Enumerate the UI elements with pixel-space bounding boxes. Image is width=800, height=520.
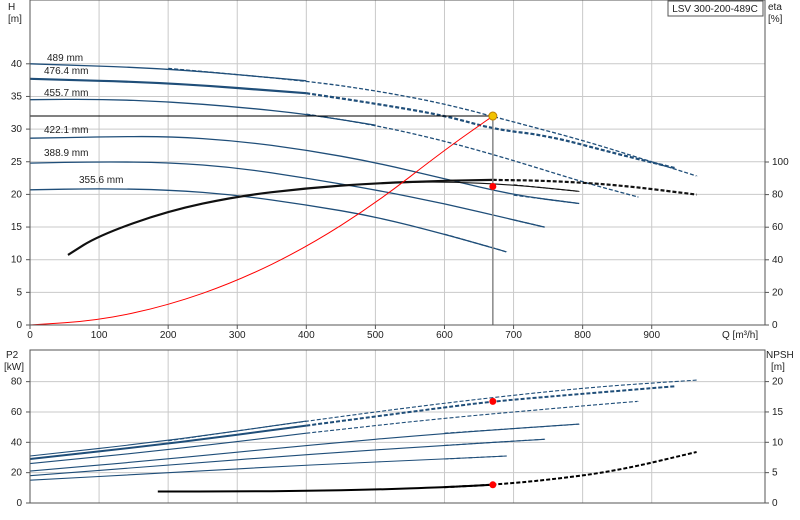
label-layer: 0 100 200 300 400 500 600 700 800 900051015202530… [11,53,789,509]
head-curve-2 [29,98,377,126]
eta-axis-unit: [%] [768,14,783,25]
h-tick-label: 5 [16,287,22,298]
eta-tick-label: 20 [772,287,784,298]
p2-axis-unit: [kW] [4,362,24,373]
power-curve-4-dashed [444,438,546,446]
npsh-tick-label: 20 [772,377,784,388]
p2-tick-label: 40 [11,437,23,448]
npsh-axis-label: NPSH [766,350,794,361]
h-tick-label: 15 [11,222,23,233]
curve-layer [29,63,698,493]
q-tick-label: 400 [298,330,315,341]
eta-axis-label: eta [768,2,782,13]
q-tick-label: 100 [91,330,108,341]
head-curve-4 [29,161,545,228]
power-curve-3 [29,423,580,472]
h-tick-label: 30 [11,124,23,135]
head-curve-4-dashed [513,219,545,228]
power-curve-5 [29,455,507,481]
power-curve-0-dashed [168,379,697,442]
npsh-axis-unit: [m] [771,362,785,373]
q-tick-label: 800 [574,330,591,341]
power-curve-5-dashed [444,455,507,460]
eta-tick-label: 0 [772,320,778,331]
eta-tick-label: 80 [772,190,784,201]
diameter-label: 455.7 mm [44,88,88,99]
axis-layer [26,0,769,504]
p2-tick-label: 60 [11,407,23,418]
p2-tick-label: 0 [16,498,22,509]
head-curve-2-dashed [306,113,639,198]
q-tick-label: 500 [367,330,384,341]
head-curve-1-dashed [306,92,677,170]
h-tick-label: 20 [11,189,23,200]
npsh-tick-label: 15 [772,407,784,418]
power-curve-2 [29,432,307,465]
p2-axis-label: P2 [6,350,19,361]
diameter-label: 355.6 mm [79,175,123,186]
npsh-curve-dashed [444,451,697,489]
head-plot-frame [29,0,766,326]
power-curve-1-dashed [306,385,677,427]
power-curve-2-dashed [306,400,639,434]
efficiency-curve-0-dashed [492,178,697,196]
diameter-label: 489 mm [47,53,83,64]
power-curve-3-dashed [444,423,580,434]
system-curve [29,115,494,326]
q-tick-label: 300 [229,330,246,341]
npsh-tick-label: 0 [772,498,778,509]
head-curve-3 [29,135,580,205]
p2-tick-label: 80 [11,377,23,388]
head-axis-label: H [8,2,15,13]
head-curve-5 [29,188,508,253]
head-curve-1 [29,77,308,95]
eta-tick-label: 100 [772,157,789,168]
q-tick-label: 200 [160,330,177,341]
grid-layer [30,0,765,503]
chart-title: LSV 300-200-489C [672,4,758,15]
h-tick-label: 10 [11,255,23,266]
eta-tick-label: 40 [772,255,784,266]
title-box [667,0,764,17]
power-plot-frame [29,349,766,504]
q-tick-label: 600 [436,330,453,341]
h-tick-label: 35 [11,91,23,102]
efficiency-curve-1-dashed [513,184,580,192]
npsh-curve [157,483,494,493]
q-tick-label: 700 [505,330,522,341]
q-tick-label: 900 [643,330,660,341]
head-curve-5-dashed [444,233,508,253]
eta-tick-label: 60 [772,222,784,233]
p2-tick-label: 20 [11,468,23,479]
h-tick-label: 25 [11,157,23,168]
power-curve-1 [29,424,307,460]
head-curve-3-dashed [513,194,580,205]
q-tick-label: 0 [27,330,33,341]
q-axis-label: Q [m³/h] [722,330,758,341]
diameter-label: 422.1 mm [44,125,88,136]
diameter-label: 388.9 mm [44,148,88,159]
npsh-tick-label: 10 [772,437,784,448]
power-point [489,397,497,405]
efficiency-point [489,182,497,190]
duty-point [488,111,498,121]
efficiency-curve-1 [67,181,580,256]
npsh-tick-label: 5 [772,468,778,479]
diameter-label: 476.4 mm [44,66,88,77]
h-tick-label: 0 [16,320,22,331]
head-axis-unit: [m] [8,14,22,25]
npsh-point [489,481,497,489]
h-tick-label: 40 [11,59,23,70]
